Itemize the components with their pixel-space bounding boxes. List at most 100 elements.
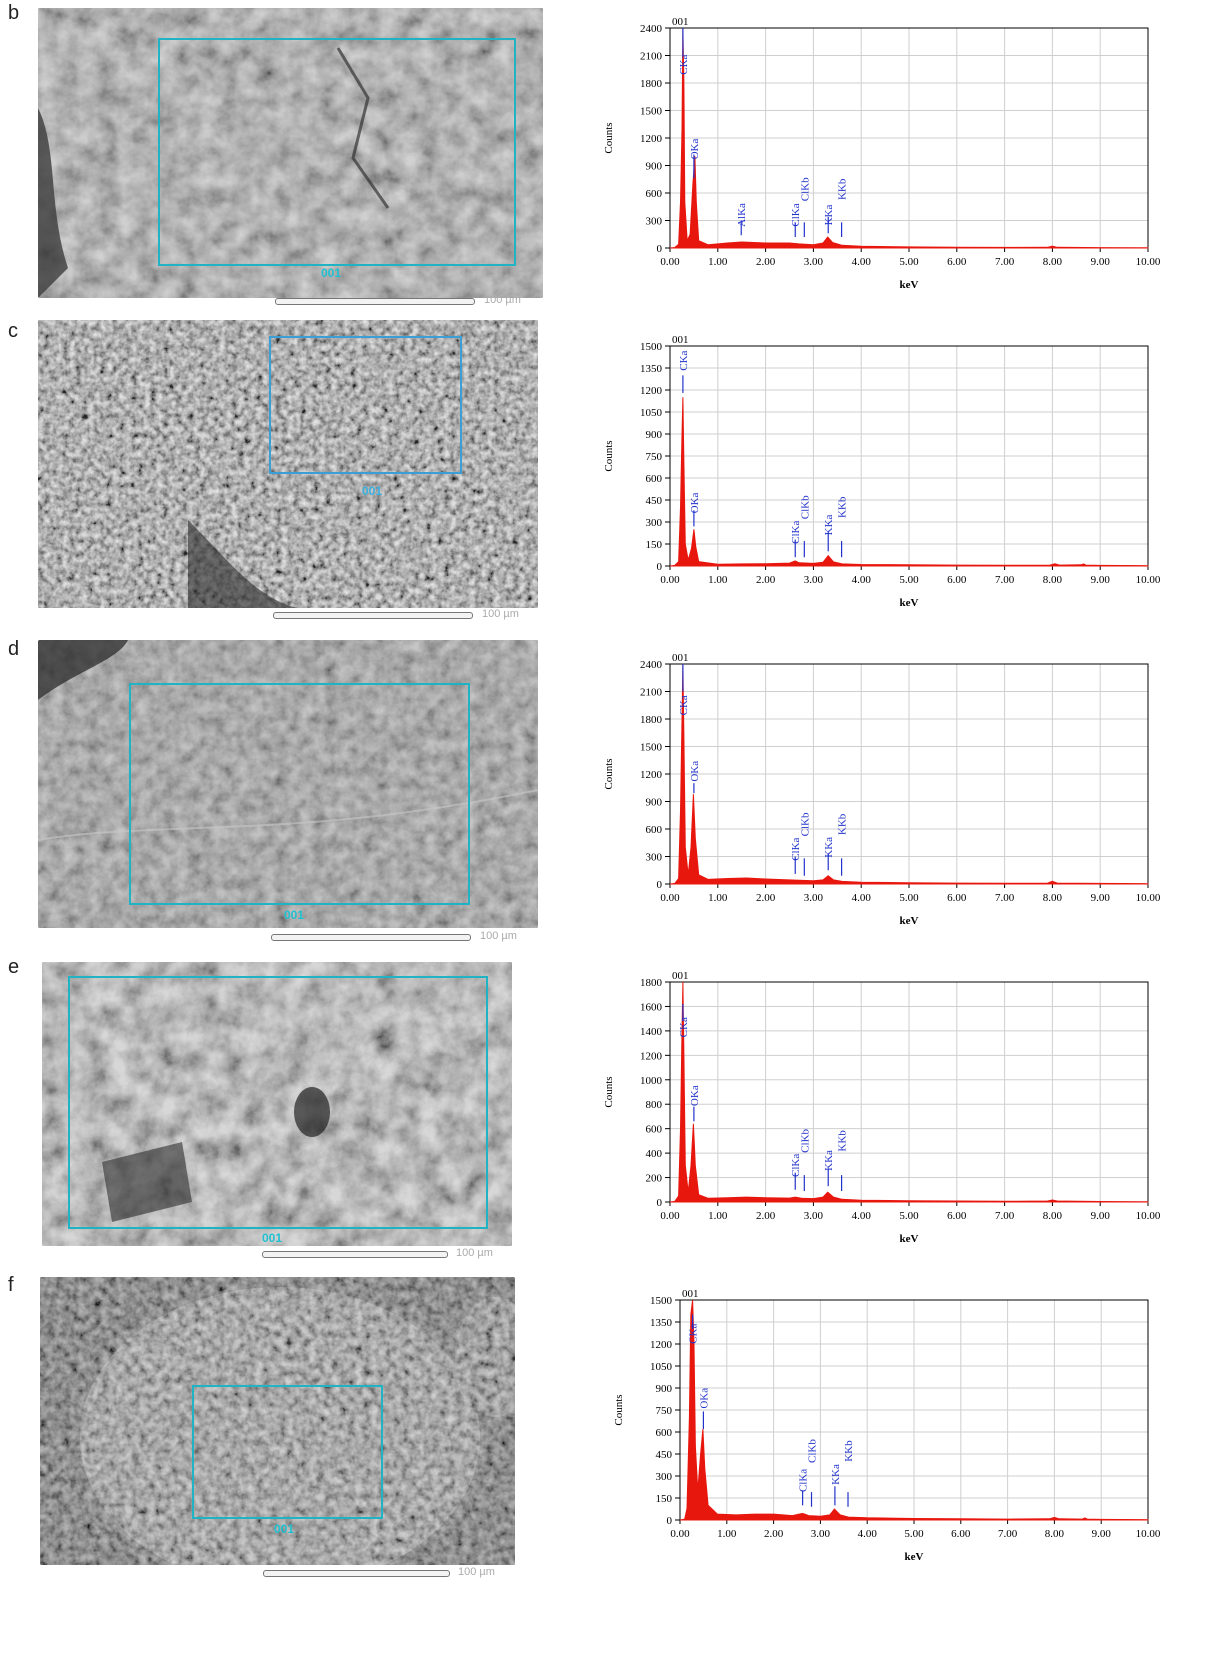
sem-image: 001 xyxy=(38,320,538,608)
spot-label: 001 xyxy=(672,334,689,346)
y-tick-label: 1050 xyxy=(650,1361,673,1373)
x-tick-label: 8.00 xyxy=(1043,574,1063,586)
roi-rectangle xyxy=(158,38,516,266)
x-tick-label: 10.00 xyxy=(1136,256,1161,268)
x-tick-label: 6.00 xyxy=(947,574,967,586)
x-tick-label: 1.00 xyxy=(708,574,728,586)
y-tick-label: 900 xyxy=(646,161,663,173)
x-tick-label: 3.00 xyxy=(804,256,824,268)
x-tick-label: 4.00 xyxy=(858,1528,878,1540)
x-tick-label: 3.00 xyxy=(811,1528,831,1540)
peak-label: ClKb xyxy=(799,1128,811,1152)
y-tick-label: 200 xyxy=(646,1173,663,1185)
x-tick-label: 9.00 xyxy=(1091,892,1111,904)
peak-label: CKa xyxy=(678,695,690,715)
x-tick-label: 3.00 xyxy=(804,574,824,586)
peak-label: ClKb xyxy=(799,177,811,201)
x-tick-label: 6.00 xyxy=(947,892,967,904)
x-tick-label: 1.00 xyxy=(717,1528,737,1540)
x-tick-label: 4.00 xyxy=(852,574,872,586)
x-tick-label: 3.00 xyxy=(804,892,824,904)
peak-label: ClKb xyxy=(807,1439,819,1463)
peak-label: KKb xyxy=(837,178,849,200)
y-tick-label: 1350 xyxy=(640,363,663,375)
y-tick-label: 1500 xyxy=(640,106,663,118)
scale-bar-label: 100 µm xyxy=(482,608,519,620)
x-tick-label: 5.00 xyxy=(899,1210,919,1222)
peak-label: CKa xyxy=(678,1017,690,1037)
roi-label: 001 xyxy=(321,266,342,280)
x-tick-label: 2.00 xyxy=(764,1528,784,1540)
peak-label: OKa xyxy=(698,1388,710,1409)
scale-bar-label: 100 µm xyxy=(456,1247,493,1259)
y-tick-label: 2400 xyxy=(640,23,663,35)
y-tick-label: 1200 xyxy=(640,385,663,397)
x-tick-label: 0.00 xyxy=(670,1528,690,1540)
roi-label: 001 xyxy=(284,908,305,922)
roi-label: 001 xyxy=(274,1522,295,1536)
y-tick-label: 1350 xyxy=(650,1317,673,1329)
scale-bar xyxy=(271,934,471,941)
peak-label: CKa xyxy=(678,54,690,74)
spectrum-series xyxy=(669,981,1149,1203)
x-tick-label: 10.00 xyxy=(1136,892,1161,904)
x-tick-label: 7.00 xyxy=(995,256,1015,268)
spectrum-series xyxy=(679,1299,1149,1521)
roi-rectangle xyxy=(269,336,462,474)
spectrum-series xyxy=(669,397,1149,567)
y-tick-label: 1050 xyxy=(640,407,663,419)
y-axis-label: Counts xyxy=(603,1076,615,1107)
y-tick-label: 0 xyxy=(657,243,663,255)
y-axis-label: Counts xyxy=(613,1394,625,1425)
roi-rectangle xyxy=(192,1385,383,1519)
scale-bar xyxy=(273,612,473,619)
y-axis-label: Counts xyxy=(603,758,615,789)
sem-image: 001 xyxy=(42,962,512,1246)
peak-label: KKb xyxy=(837,496,849,518)
y-tick-label: 800 xyxy=(646,1099,663,1111)
peak-label: KKa xyxy=(823,205,835,226)
eds-spectrum-chart: 0.00 1.00 2.00 3.00 4.00 5.00 6.00 7.00 8.00 9.00… xyxy=(603,16,1161,291)
peak-label: KKa xyxy=(823,1150,835,1171)
y-tick-label: 1800 xyxy=(640,714,663,726)
x-tick-label: 10.00 xyxy=(1136,574,1161,586)
x-tick-label: 4.00 xyxy=(852,892,872,904)
y-tick-label: 600 xyxy=(646,188,663,200)
x-tick-label: 0.00 xyxy=(660,892,680,904)
peak-label: CKa xyxy=(688,1324,700,1344)
x-tick-label: 8.00 xyxy=(1043,892,1063,904)
x-tick-label: 3.00 xyxy=(804,1210,824,1222)
peak-label: ClKb xyxy=(799,812,811,836)
x-tick-label: 7.00 xyxy=(998,1528,1018,1540)
x-tick-label: 0.00 xyxy=(660,1210,680,1222)
peak-label: KKa xyxy=(830,1464,842,1485)
x-tick-label: 8.00 xyxy=(1043,256,1063,268)
sem-image: 001 xyxy=(38,640,538,928)
scale-bar xyxy=(262,1251,448,1258)
roi-label: 001 xyxy=(362,484,383,498)
peak-label: ClKa xyxy=(798,1469,810,1492)
x-tick-label: 4.00 xyxy=(852,1210,872,1222)
x-tick-label: 8.00 xyxy=(1045,1528,1065,1540)
y-tick-label: 0 xyxy=(657,561,663,573)
scale-bar-label: 100 µm xyxy=(480,930,517,942)
spot-label: 001 xyxy=(682,1288,699,1300)
y-tick-label: 450 xyxy=(656,1449,673,1461)
y-tick-label: 450 xyxy=(646,495,663,507)
panel-d: d 001 100 µm 0.00 1.00 2.00 3.00 4.00 5.00 6.0… xyxy=(0,636,1227,951)
peak-label: AlKa xyxy=(736,203,748,227)
sem-image: 001 xyxy=(40,1277,515,1565)
y-tick-label: 900 xyxy=(646,797,663,809)
x-tick-label: 5.00 xyxy=(899,256,919,268)
x-tick-label: 10.00 xyxy=(1136,1528,1161,1540)
x-tick-label: 6.00 xyxy=(947,256,967,268)
peak-label: ClKa xyxy=(790,521,802,544)
panel-letter: b xyxy=(8,2,20,24)
panel-e: e 001 100 µm 0.00 1.00 2.00 3.00 4.00 5.00 6.0… xyxy=(0,954,1227,1269)
y-tick-label: 600 xyxy=(646,1124,663,1136)
peak-label: CKa xyxy=(678,350,690,370)
y-tick-label: 1800 xyxy=(640,78,663,90)
panel-c: c 001 100 µm 0.00 1.00 2.00 3.00 4.00 5.00 6.0… xyxy=(0,318,1227,633)
y-tick-label: 600 xyxy=(656,1427,673,1439)
y-tick-label: 900 xyxy=(656,1383,673,1395)
